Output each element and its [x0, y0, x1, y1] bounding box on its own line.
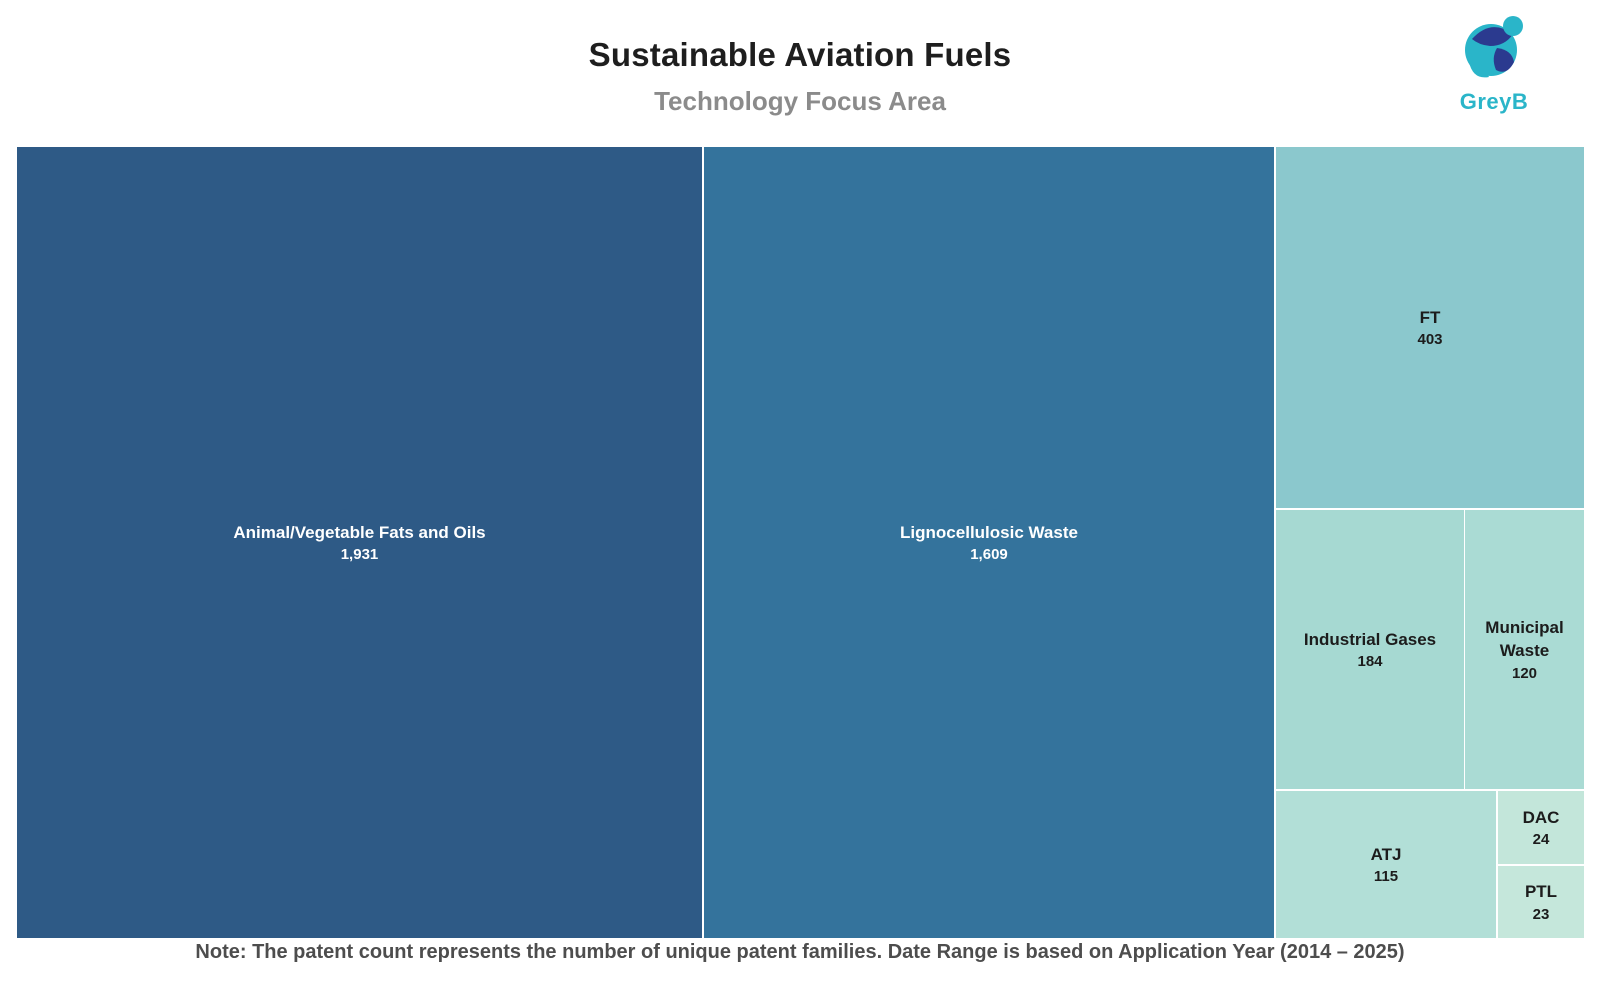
cell-label: Industrial Gases	[1303, 629, 1437, 649]
treemap-cell-ft[interactable]: FT 403	[1276, 147, 1584, 508]
cell-label: Animal/Vegetable Fats and Oils	[233, 522, 486, 542]
cell-value: 1,609	[970, 546, 1008, 564]
treemap-cell-dac[interactable]: DAC 24	[1498, 791, 1584, 864]
cell-value: 120	[1511, 664, 1538, 682]
chart-header: Sustainable Aviation Fuels Technology Fo…	[0, 0, 1600, 117]
footnote: Note: The patent count represents the nu…	[195, 941, 1405, 963]
cell-label: DAC	[1522, 807, 1560, 827]
greyb-wordmark: GreyB	[1459, 89, 1529, 114]
page-title: Sustainable Aviation Fuels	[588, 36, 1012, 73]
cell-label: PTL	[1524, 882, 1558, 902]
cell-value: 1,931	[340, 546, 379, 564]
page-subtitle: Technology Focus Area	[654, 86, 946, 116]
treemap: Animal/Vegetable Fats and Oils 1,931 Lig…	[17, 147, 1584, 938]
cell-label: FT	[1419, 307, 1441, 327]
cell-value: 184	[1357, 653, 1383, 671]
cell-label: ATJ	[1370, 844, 1402, 864]
cell-value: 24	[1532, 831, 1550, 849]
cell-value: 403	[1417, 331, 1443, 349]
cell-value: 115	[1373, 868, 1399, 886]
treemap-cell-atj[interactable]: ATJ 115	[1276, 791, 1496, 938]
treemap-cell-ptl[interactable]: PTL 23	[1498, 866, 1584, 938]
treemap-cell-lignocellulosic-waste[interactable]: Lignocellulosic Waste 1,609	[704, 147, 1274, 938]
cell-value: 23	[1532, 905, 1550, 923]
cell-label: Municipal Waste	[1485, 618, 1564, 660]
greyb-logo-icon	[1465, 16, 1523, 78]
greyb-logo: GreyB	[1446, 12, 1542, 115]
treemap-cell-industrial-gases[interactable]: Industrial Gases 184	[1276, 510, 1464, 789]
treemap-cell-municipal-waste[interactable]: Municipal Waste 120	[1465, 510, 1584, 789]
cell-label: Lignocellulosic Waste	[900, 522, 1078, 542]
treemap-cell-animal-vegetable-fats-and-oils[interactable]: Animal/Vegetable Fats and Oils 1,931	[17, 147, 702, 938]
